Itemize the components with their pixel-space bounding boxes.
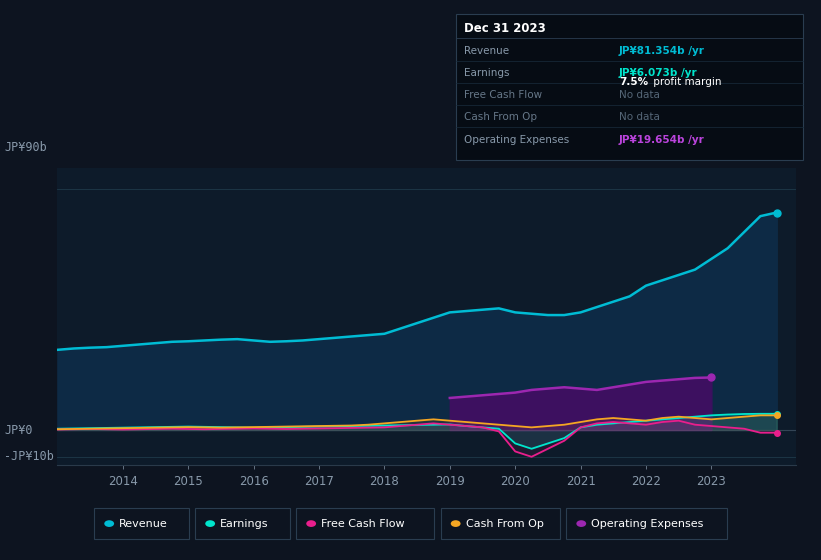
- Text: Revenue: Revenue: [119, 519, 167, 529]
- Text: Revenue: Revenue: [464, 46, 509, 56]
- Text: Operating Expenses: Operating Expenses: [464, 134, 569, 144]
- Text: -JP¥10b: -JP¥10b: [4, 450, 54, 463]
- Text: Free Cash Flow: Free Cash Flow: [464, 90, 542, 100]
- Text: Free Cash Flow: Free Cash Flow: [321, 519, 405, 529]
- Text: Earnings: Earnings: [220, 519, 268, 529]
- Text: No data: No data: [619, 113, 660, 123]
- Text: Earnings: Earnings: [464, 68, 509, 78]
- Text: JP¥81.354b /yr: JP¥81.354b /yr: [619, 46, 704, 56]
- Text: JP¥6.073b /yr: JP¥6.073b /yr: [619, 68, 698, 78]
- Text: Cash From Op: Cash From Op: [464, 113, 537, 123]
- Text: JP¥19.654b /yr: JP¥19.654b /yr: [619, 134, 704, 144]
- Text: Cash From Op: Cash From Op: [466, 519, 544, 529]
- Text: Dec 31 2023: Dec 31 2023: [464, 21, 546, 35]
- Text: JP¥90b: JP¥90b: [4, 141, 47, 154]
- Text: JP¥0: JP¥0: [4, 423, 33, 437]
- Text: profit margin: profit margin: [650, 77, 722, 87]
- Text: Operating Expenses: Operating Expenses: [591, 519, 704, 529]
- Text: No data: No data: [619, 90, 660, 100]
- Text: 7.5%: 7.5%: [619, 77, 648, 87]
